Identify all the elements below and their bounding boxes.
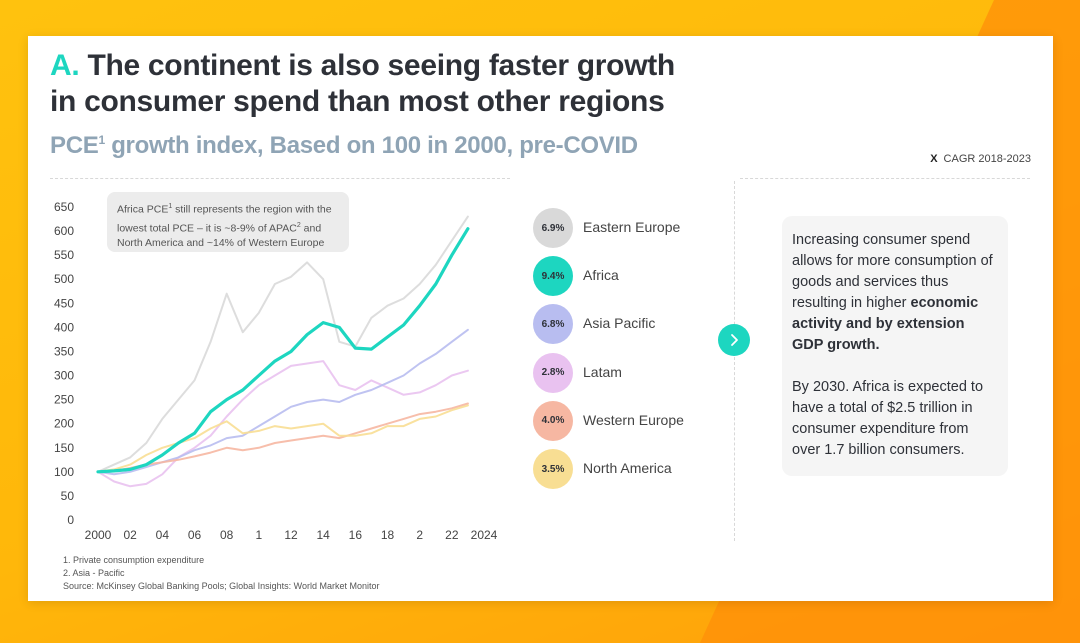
x-tick-label: 18 bbox=[381, 528, 395, 542]
legend-item-western-europe: 4.0% Western Europe bbox=[533, 400, 723, 441]
legend-cagr-badge: 3.5% bbox=[533, 449, 573, 489]
legend-item-latam: 2.8% Latam bbox=[533, 352, 723, 393]
legend-item-africa: 9.4% Africa bbox=[533, 256, 723, 297]
headline-line-2: in consumer spend than most other region… bbox=[50, 85, 665, 118]
footnotes: 1. Private consumption expenditure 2. As… bbox=[63, 554, 379, 593]
subtitle-rest: growth index, Based on 100 in 2000, pre-… bbox=[104, 132, 638, 159]
x-tick-label: 06 bbox=[188, 528, 202, 542]
y-tick-label: 150 bbox=[54, 441, 74, 455]
slide-card: A. The continent is also seeing faster g… bbox=[28, 36, 1053, 601]
annotation-part-2: still represents the region with the low… bbox=[117, 203, 332, 235]
divider-vertical bbox=[734, 181, 735, 541]
source-note: Source: McKinsey Global Banking Pools; G… bbox=[63, 581, 380, 591]
legend-label: Latam bbox=[583, 363, 622, 380]
legend-cagr-badge: 9.4% bbox=[533, 256, 573, 297]
legend-item-north-america: 3.5% North America bbox=[533, 449, 723, 489]
info-paragraph-2: By 2030. Africa is expected to have a to… bbox=[792, 379, 984, 458]
x-tick-label: 22 bbox=[445, 528, 459, 542]
info-text-1: Increasing consumer spend allows for mor… bbox=[792, 232, 993, 311]
info-paragraph-1: Increasing consumer spend allows for mor… bbox=[792, 230, 998, 356]
headline: A. The continent is also seeing faster g… bbox=[50, 48, 675, 120]
legend-cagr-badge: 2.8% bbox=[533, 352, 573, 393]
x-tick-label: 12 bbox=[284, 528, 298, 542]
legend-cagr-badge: 4.0% bbox=[533, 400, 573, 441]
headline-letter: A. bbox=[50, 49, 80, 82]
annotation-sup-2: 2 bbox=[296, 221, 301, 229]
chart-subtitle: PCE1 growth index, Based on 100 in 2000,… bbox=[50, 132, 638, 160]
y-tick-label: 0 bbox=[67, 513, 74, 527]
series-line-africa bbox=[96, 227, 470, 474]
series-line-eastern-europe bbox=[97, 215, 469, 473]
y-tick-label: 600 bbox=[54, 224, 74, 238]
x-tick-label: 04 bbox=[156, 528, 170, 542]
legend-cagr-badge: 6.9% bbox=[533, 208, 573, 248]
legend-cagr-badge: 6.8% bbox=[533, 304, 573, 345]
x-tick-label: 1 bbox=[255, 528, 262, 542]
y-tick-label: 400 bbox=[54, 320, 74, 334]
x-tick-label: 08 bbox=[220, 528, 234, 542]
headline-line-1: The continent is also seeing faster grow… bbox=[79, 49, 675, 82]
cagr-x-mark: X bbox=[930, 153, 938, 165]
footnote-1: 1. Private consumption expenditure bbox=[63, 555, 205, 565]
y-tick-label: 200 bbox=[54, 417, 74, 431]
legend-label: Eastern Europe bbox=[583, 219, 681, 235]
y-tick-label: 50 bbox=[61, 489, 75, 503]
y-tick-label: 250 bbox=[54, 393, 74, 407]
y-tick-label: 100 bbox=[54, 465, 74, 479]
y-tick-label: 300 bbox=[54, 369, 74, 383]
y-tick-label: 550 bbox=[54, 248, 74, 262]
footnote-2: 2. Asia - Pacific bbox=[63, 568, 125, 578]
legend-label: Asia Pacific bbox=[583, 315, 656, 332]
annotation-part-1: Africa PCE bbox=[117, 203, 169, 216]
x-tick-label: 02 bbox=[123, 528, 137, 542]
subtitle-pce: PCE bbox=[50, 132, 99, 159]
x-tick-label: 2000 bbox=[85, 528, 112, 542]
legend-label: North America bbox=[583, 460, 672, 476]
cagr-text: CAGR 2018-2023 bbox=[943, 153, 1031, 165]
legend-label: Western Europe bbox=[583, 411, 684, 428]
divider-right bbox=[740, 178, 1030, 179]
legend-item-asia-pacific: 6.8% Asia Pacific bbox=[533, 304, 723, 345]
series-line-latam bbox=[97, 360, 469, 488]
subtitle-sup: 1 bbox=[98, 133, 105, 147]
series-line-north-america bbox=[97, 404, 469, 473]
y-tick-label: 500 bbox=[54, 272, 74, 286]
x-tick-label: 2024 bbox=[471, 528, 498, 542]
legend-label: Africa bbox=[583, 267, 619, 284]
chevron-right-icon bbox=[731, 334, 738, 346]
x-tick-label: 16 bbox=[349, 528, 363, 542]
line-chart: 0 50 100 150 200 250 300 350 400 450 500 550 600 650 2… bbox=[54, 200, 498, 542]
series-line-western-europe bbox=[97, 402, 469, 473]
info-box: Increasing consumer spend allows for mor… bbox=[782, 216, 1008, 476]
chart-annotation: Africa PCE1 still represents the region … bbox=[107, 192, 349, 252]
annotation-part-3: and North America and ~14% of Western Eu… bbox=[117, 222, 325, 249]
next-button[interactable] bbox=[718, 324, 750, 356]
annotation-sup-1: 1 bbox=[168, 203, 173, 210]
x-tick-label: 2 bbox=[416, 528, 423, 542]
legend-item-eastern-europe: 6.9% Eastern Europe bbox=[533, 208, 723, 248]
info-bold-1: economic activity and by extension GDP g… bbox=[792, 295, 979, 353]
x-tick-label: 14 bbox=[316, 528, 330, 542]
y-tick-label: 450 bbox=[54, 296, 74, 310]
y-tick-label: 650 bbox=[54, 200, 74, 214]
cagr-label: X CAGR 2018-2023 bbox=[930, 153, 1031, 165]
divider-left bbox=[50, 178, 510, 179]
y-tick-label: 350 bbox=[54, 344, 74, 358]
